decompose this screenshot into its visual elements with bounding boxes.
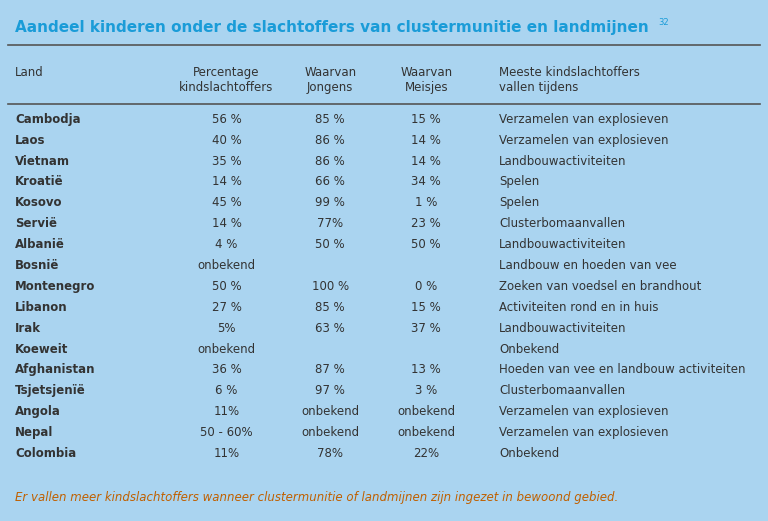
Text: Cambodja: Cambodja (15, 113, 81, 126)
Text: 32: 32 (658, 18, 669, 27)
Text: 15 %: 15 % (412, 301, 441, 314)
Text: onbekend: onbekend (301, 426, 359, 439)
Text: Onbekend: Onbekend (499, 342, 559, 355)
Text: 11%: 11% (214, 447, 240, 460)
Text: Onbekend: Onbekend (499, 447, 559, 460)
Text: 77%: 77% (317, 217, 343, 230)
Text: Bosnië: Bosnië (15, 259, 60, 272)
Text: 37 %: 37 % (412, 321, 441, 334)
Text: Verzamelen van explosieven: Verzamelen van explosieven (499, 113, 669, 126)
Text: 50 %: 50 % (412, 238, 441, 251)
Text: Landbouwactiviteiten: Landbouwactiviteiten (499, 238, 627, 251)
Text: Kroatië: Kroatië (15, 176, 64, 189)
Text: 86 %: 86 % (316, 134, 345, 147)
Text: 50 %: 50 % (316, 238, 345, 251)
Text: 85 %: 85 % (316, 301, 345, 314)
Text: onbekend: onbekend (197, 259, 256, 272)
Text: Tsjetsjenïë: Tsjetsjenïë (15, 384, 86, 398)
Text: Angola: Angola (15, 405, 61, 418)
Text: Spelen: Spelen (499, 176, 539, 189)
Text: onbekend: onbekend (301, 405, 359, 418)
Text: Zoeken van voedsel en brandhout: Zoeken van voedsel en brandhout (499, 280, 702, 293)
Text: 40 %: 40 % (212, 134, 241, 147)
Text: Clusterbomaanvallen: Clusterbomaanvallen (499, 384, 625, 398)
Text: 86 %: 86 % (316, 155, 345, 168)
Text: 4 %: 4 % (215, 238, 238, 251)
Text: 97 %: 97 % (316, 384, 345, 398)
Text: Landbouw en hoeden van vee: Landbouw en hoeden van vee (499, 259, 677, 272)
Text: 34 %: 34 % (412, 176, 441, 189)
Text: 36 %: 36 % (212, 364, 241, 377)
Text: 14 %: 14 % (212, 217, 241, 230)
Text: Nepal: Nepal (15, 426, 54, 439)
Text: Waarvan
Meisjes: Waarvan Meisjes (400, 66, 452, 94)
Text: Verzamelen van explosieven: Verzamelen van explosieven (499, 405, 669, 418)
Text: onbekend: onbekend (397, 426, 455, 439)
Text: 0 %: 0 % (415, 280, 437, 293)
Text: 1 %: 1 % (415, 196, 438, 209)
Text: Waarvan
Jongens: Waarvan Jongens (304, 66, 356, 94)
Text: 23 %: 23 % (412, 217, 441, 230)
Text: 50 %: 50 % (212, 280, 241, 293)
Text: Servië: Servië (15, 217, 58, 230)
Text: Verzamelen van explosieven: Verzamelen van explosieven (499, 426, 669, 439)
Text: 15 %: 15 % (412, 113, 441, 126)
Text: Vietnam: Vietnam (15, 155, 71, 168)
Text: 99 %: 99 % (316, 196, 345, 209)
Text: 50 - 60%: 50 - 60% (200, 426, 253, 439)
Text: 63 %: 63 % (316, 321, 345, 334)
Text: 78%: 78% (317, 447, 343, 460)
Text: 56 %: 56 % (212, 113, 241, 126)
Text: Albanië: Albanië (15, 238, 65, 251)
Text: Afghanistan: Afghanistan (15, 364, 96, 377)
Text: Kosovo: Kosovo (15, 196, 63, 209)
Text: onbekend: onbekend (197, 342, 256, 355)
Text: 3 %: 3 % (415, 384, 437, 398)
Text: 66 %: 66 % (316, 176, 345, 189)
Text: 6 %: 6 % (215, 384, 238, 398)
Text: 100 %: 100 % (312, 280, 349, 293)
Text: Meeste kindslachtoffers
vallen tijdens: Meeste kindslachtoffers vallen tijdens (499, 66, 640, 94)
Text: 85 %: 85 % (316, 113, 345, 126)
Text: Activiteiten rond en in huis: Activiteiten rond en in huis (499, 301, 659, 314)
Text: 35 %: 35 % (212, 155, 241, 168)
Text: 27 %: 27 % (212, 301, 241, 314)
Text: Landbouwactiviteiten: Landbouwactiviteiten (499, 321, 627, 334)
Text: Laos: Laos (15, 134, 46, 147)
Text: Landbouwactiviteiten: Landbouwactiviteiten (499, 155, 627, 168)
Text: Er vallen meer kindslachtoffers wanneer clustermunitie of landmijnen zijn ingeze: Er vallen meer kindslachtoffers wanneer … (15, 491, 618, 504)
Text: 14 %: 14 % (412, 155, 441, 168)
Text: 14 %: 14 % (212, 176, 241, 189)
Text: Colombia: Colombia (15, 447, 77, 460)
Text: Libanon: Libanon (15, 301, 68, 314)
Text: onbekend: onbekend (397, 405, 455, 418)
Text: 14 %: 14 % (412, 134, 441, 147)
Text: 22%: 22% (413, 447, 439, 460)
Text: 5%: 5% (217, 321, 236, 334)
Text: Percentage
kindslachtoffers: Percentage kindslachtoffers (180, 66, 273, 94)
Text: Montenegro: Montenegro (15, 280, 96, 293)
Text: Land: Land (15, 66, 44, 79)
Text: Verzamelen van explosieven: Verzamelen van explosieven (499, 134, 669, 147)
Text: 45 %: 45 % (212, 196, 241, 209)
Text: Clusterbomaanvallen: Clusterbomaanvallen (499, 217, 625, 230)
Text: Irak: Irak (15, 321, 41, 334)
Text: 13 %: 13 % (412, 364, 441, 377)
Text: Hoeden van vee en landbouw activiteiten: Hoeden van vee en landbouw activiteiten (499, 364, 746, 377)
Text: Spelen: Spelen (499, 196, 539, 209)
Text: Koeweit: Koeweit (15, 342, 68, 355)
Text: 87 %: 87 % (316, 364, 345, 377)
Text: Aandeel kinderen onder de slachtoffers van clustermunitie en landmijnen: Aandeel kinderen onder de slachtoffers v… (15, 20, 649, 35)
Text: 11%: 11% (214, 405, 240, 418)
